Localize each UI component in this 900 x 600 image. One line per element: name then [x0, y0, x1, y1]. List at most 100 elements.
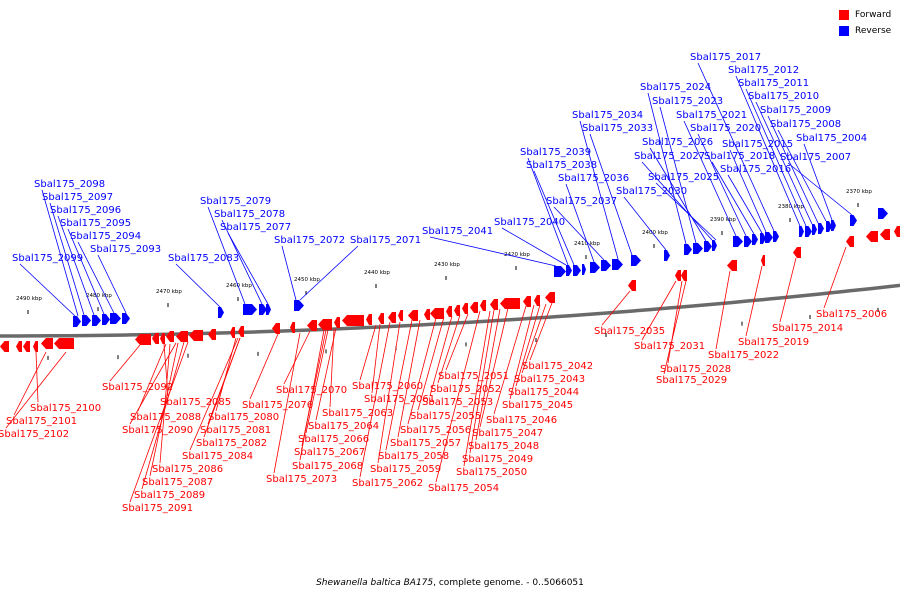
gene-label: Sbal175_2010	[748, 91, 819, 102]
gene-arrow	[866, 231, 878, 242]
gene-label: Sbal175_2019	[738, 337, 809, 348]
gene-label: Sbal175_2048	[468, 441, 539, 452]
gene-arrow	[681, 270, 687, 281]
label-leader	[515, 304, 541, 387]
gene-arrow	[733, 236, 743, 247]
gene-arrow	[480, 300, 486, 311]
gene-label: Sbal175_2021	[676, 110, 747, 121]
gene-arrow	[110, 313, 121, 324]
gene-label: Sbal175_2076	[242, 400, 313, 411]
gene-arrow	[545, 292, 555, 303]
gene-label: Sbal175_2096	[50, 205, 121, 216]
label-leader	[501, 227, 567, 266]
gene-label: Sbal175_2018	[704, 151, 775, 162]
gene-arrow	[135, 334, 151, 345]
gene-label: Sbal175_2097	[42, 192, 113, 203]
gene-label: Sbal175_2004	[796, 133, 867, 144]
gene-label: Sbal175_2025	[648, 172, 719, 183]
label-leader	[767, 115, 819, 224]
gene-label: Sbal175_2016	[720, 164, 791, 175]
gene-arrow	[534, 295, 540, 306]
label-leader	[407, 317, 437, 425]
gene-label: Sbal175_2034	[572, 110, 643, 121]
gene-label: Sbal175_2011	[738, 78, 809, 89]
gene-arrow	[500, 298, 520, 309]
forward-swatch	[839, 10, 849, 20]
label-leader	[589, 133, 633, 256]
gene-label: Sbal175_2082	[196, 438, 267, 449]
gene-label: Sbal175_2070	[276, 385, 347, 396]
gene-arrow	[16, 341, 22, 352]
label-leader	[227, 232, 269, 305]
gene-label: Sbal175_2098	[34, 179, 105, 190]
gene-label: Sbal175_2083	[168, 253, 239, 264]
tick-label: 2470 kbp	[156, 289, 182, 295]
gene-arrow	[230, 327, 235, 338]
gene-label: Sbal175_2044	[508, 387, 579, 398]
label-leader	[663, 280, 687, 375]
label-leader	[823, 246, 847, 309]
tick-label: 2370 kbp	[846, 189, 872, 195]
label-leader	[715, 270, 731, 350]
label-leader	[305, 329, 329, 434]
gene-arrow	[189, 330, 203, 341]
tick-label: 2400 kbp	[642, 230, 668, 236]
gene-label: Sbal175_2092	[102, 382, 173, 393]
gene-label: Sbal175_2006	[816, 309, 887, 320]
gene-label: Sbal175_2035	[594, 326, 665, 337]
gene-arrow	[470, 302, 478, 313]
gene-arrow	[490, 299, 498, 310]
gene-label: Sbal175_2031	[634, 341, 705, 352]
gene-arrow	[462, 303, 468, 314]
legend-reverse-label: Reverse	[855, 26, 892, 36]
gene-arrow	[307, 320, 317, 331]
label-leader	[97, 254, 127, 314]
gene-arrow	[712, 240, 717, 251]
legend-forward-label: Forward	[855, 10, 892, 20]
gene-arrow	[41, 338, 53, 349]
gene-label: Sbal175_2055	[410, 411, 481, 422]
gene-arrow	[612, 259, 623, 270]
gene-arrow	[846, 236, 854, 247]
gene-label: Sbal175_2091	[122, 503, 193, 514]
label-leader	[601, 290, 631, 326]
gene-arrow	[92, 315, 101, 326]
label-leader	[57, 215, 95, 316]
label-leader	[299, 245, 359, 301]
gene-arrow	[82, 315, 91, 326]
gene-label: Sbal175_2089	[134, 490, 205, 501]
label-leader	[803, 143, 833, 221]
label-leader	[553, 206, 605, 261]
figure-caption: Shewanella baltica BA175, complete genom…	[0, 578, 900, 588]
gene-arrow	[894, 226, 900, 237]
gene-label: Sbal175_2020	[690, 123, 761, 134]
gene-label: Sbal175_2050	[456, 467, 527, 478]
label-leader	[249, 333, 279, 400]
label-leader	[641, 161, 713, 241]
gene-arrow	[554, 266, 566, 277]
gene-arrow	[850, 215, 857, 226]
label-leader	[777, 129, 827, 222]
gene-label: Sbal175_2073	[266, 474, 337, 485]
tick-label: 2430 kbp	[434, 262, 460, 268]
tick-label: 2440 kbp	[364, 270, 390, 276]
gene-label: Sbal175_2023	[652, 96, 723, 107]
label-leader	[149, 342, 179, 477]
gene-label: Sbal175_2100	[30, 403, 101, 414]
gene-label: Sbal175_2068	[292, 461, 363, 472]
label-leader	[77, 241, 115, 314]
tick-label: 2480 kbp	[86, 293, 112, 299]
gene-label: Sbal175_2078	[214, 209, 285, 220]
gene-labels: Sbal175_2098 Sbal175_2097 Sbal175_2096 Sbal…	[0, 52, 887, 514]
gene-arrow	[675, 270, 681, 281]
label-leader	[175, 263, 221, 308]
label-leader	[19, 263, 76, 317]
gene-label: Sbal175_2038	[526, 160, 597, 171]
gene-label: Sbal175_2026	[642, 137, 713, 148]
label-leader	[529, 302, 553, 361]
gene-arrow	[259, 304, 267, 315]
gene-label: Sbal175_2030	[616, 186, 687, 197]
label-leader	[779, 257, 797, 323]
gene-label: Sbal175_2009	[760, 105, 831, 116]
gene-label: Sbal175_2090	[122, 425, 193, 436]
